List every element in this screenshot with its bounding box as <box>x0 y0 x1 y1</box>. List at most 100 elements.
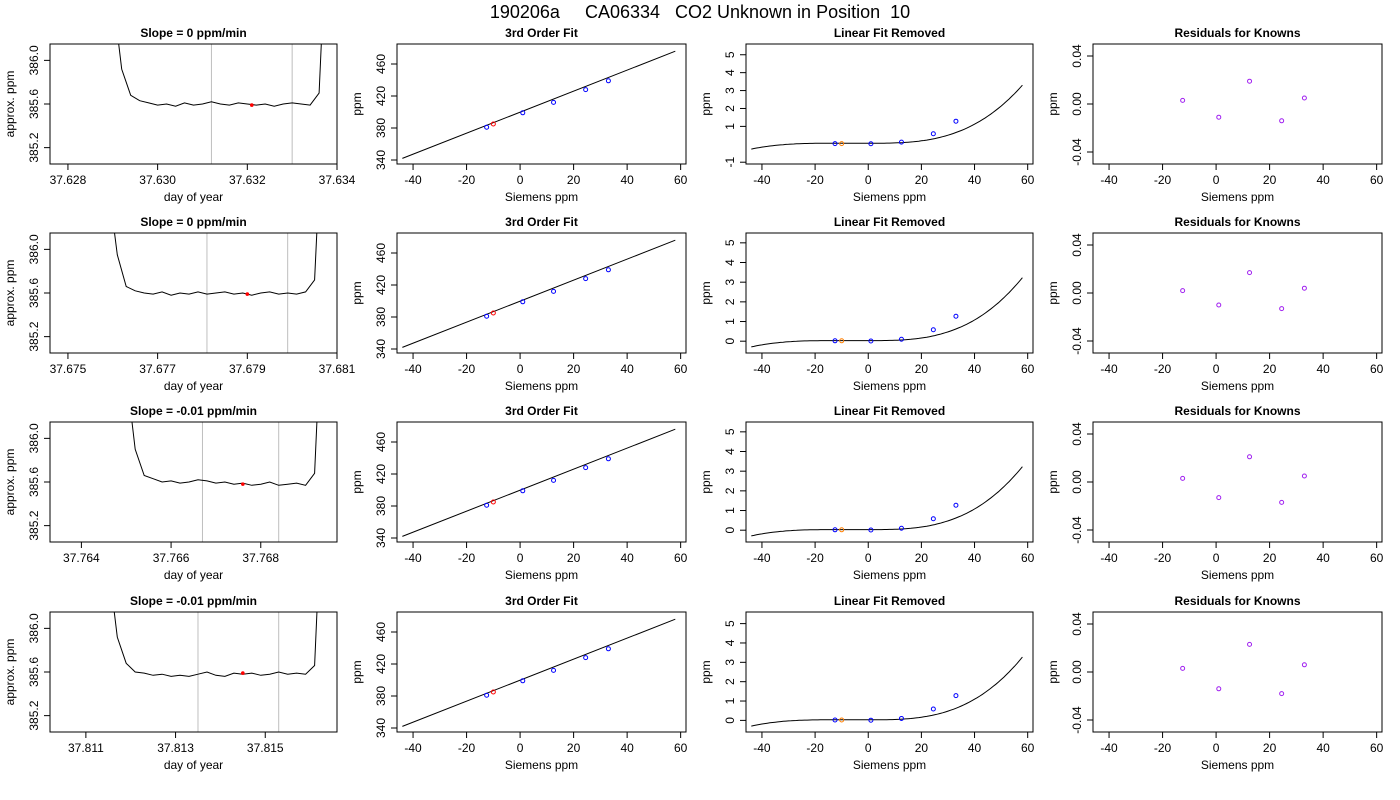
plot-frame <box>396 232 687 354</box>
y-tick-label: 4 <box>723 639 737 646</box>
y-tick-label: 3 <box>723 468 737 475</box>
unknown-point <box>490 499 496 505</box>
x-tick-label: 37.679 <box>229 362 266 376</box>
unknown-point <box>490 121 496 127</box>
y-tick-label: 386.0 <box>27 45 41 75</box>
plot-frame <box>49 232 338 354</box>
x-axis-label: Siemens ppm <box>853 758 926 772</box>
known-point <box>832 338 838 344</box>
x-tick-label: 0 <box>517 741 524 755</box>
x-tick-label: 37.675 <box>50 362 87 376</box>
series-line <box>118 44 322 107</box>
y-tick-label: 3 <box>723 279 737 286</box>
x-tick-label: 37.764 <box>63 551 100 565</box>
panel-time-series-row-3: Slope = -0.01 ppm/min day of year approx. … <box>3 404 338 582</box>
known-point <box>868 717 874 723</box>
residual-point <box>1247 270 1253 276</box>
unknown-point <box>490 310 496 316</box>
x-axis-label: Siemens ppm <box>1201 758 1274 772</box>
known-point <box>868 141 874 147</box>
known-point <box>605 78 611 84</box>
plot-area <box>751 466 1023 537</box>
x-tick-label: 37.681 <box>319 362 356 376</box>
residual-point <box>1301 285 1307 291</box>
y-tick-label: 460 <box>374 432 388 452</box>
plot-area <box>1180 78 1307 124</box>
x-tick-label: -40 <box>753 551 771 565</box>
x-tick-label: 0 <box>865 741 872 755</box>
x-tick-label: 20 <box>1263 551 1277 565</box>
series-line <box>114 233 318 296</box>
plot-area <box>118 44 322 164</box>
known-point <box>583 465 589 471</box>
fit-line <box>402 50 676 159</box>
x-tick-label: 0 <box>865 173 872 187</box>
known-point <box>551 99 557 105</box>
y-tick-label: 340 <box>374 150 388 170</box>
y-axis-label: approx. ppm <box>3 71 17 138</box>
plot-frame <box>1092 43 1383 165</box>
x-axis-label: Siemens ppm <box>1201 379 1274 393</box>
known-point <box>484 692 490 698</box>
cubic-curve <box>751 656 1023 727</box>
residual-point <box>1279 499 1285 505</box>
y-tick-label: 420 <box>374 654 388 674</box>
x-tick-label: 40 <box>968 551 982 565</box>
panel-linear-removed-row-1: Linear Fit Removed Siemens ppm ppm -40 -20 0 2… <box>699 26 1035 204</box>
residual-point <box>1301 662 1307 668</box>
fit-line <box>402 428 676 537</box>
x-tick-label: 60 <box>1021 362 1035 376</box>
unknown-average-point <box>241 482 245 486</box>
known-point <box>898 525 904 531</box>
plot-area <box>1180 641 1307 697</box>
panel-title: 3rd Order Fit <box>505 26 578 40</box>
cubic-curve <box>751 277 1023 348</box>
y-tick-label: 340 <box>374 339 388 359</box>
y-axis-label: ppm <box>699 92 713 115</box>
series-line <box>113 612 318 677</box>
x-tick-label: 40 <box>968 362 982 376</box>
plot-frame <box>745 43 1034 165</box>
known-point <box>484 124 490 130</box>
known-point <box>551 477 557 483</box>
x-tick-label: 40 <box>1316 173 1330 187</box>
x-tick-label: 20 <box>567 173 581 187</box>
known-point <box>898 336 904 342</box>
panel-title: Slope = 0 ppm/min <box>140 26 246 40</box>
x-tick-label: -40 <box>1100 362 1118 376</box>
y-tick-label: 1 <box>723 697 737 704</box>
x-tick-label: -20 <box>458 173 476 187</box>
known-point <box>520 678 526 684</box>
plot-frame <box>1092 232 1383 354</box>
panel-title: Linear Fit Removed <box>834 215 945 229</box>
unknown-average-point <box>249 103 254 107</box>
y-tick-label: 385.2 <box>27 510 41 540</box>
plot-area <box>402 50 676 159</box>
y-tick-label: -0.04 <box>1070 706 1084 734</box>
known-point <box>520 488 526 494</box>
x-tick-label: -40 <box>753 741 771 755</box>
x-axis-label: Siemens ppm <box>1201 190 1274 204</box>
y-tick-label: 3 <box>723 659 737 666</box>
x-tick-label: 0 <box>865 362 872 376</box>
known-point <box>930 516 936 522</box>
y-tick-label: 386.0 <box>27 423 41 453</box>
panel-title: 3rd Order Fit <box>505 215 578 229</box>
x-tick-label: 60 <box>1021 741 1035 755</box>
y-axis-label: ppm <box>1046 470 1060 493</box>
x-tick-label: -20 <box>458 551 476 565</box>
panel-title: Residuals for Knowns <box>1174 404 1300 418</box>
y-tick-label: 0.04 <box>1070 44 1084 68</box>
x-tick-label: 60 <box>1370 173 1384 187</box>
unknown-point <box>839 717 845 723</box>
panel-fit-row-4: 3rd Order Fit Siemens ppm ppm -40 -20 0 20 40 60… <box>350 594 688 772</box>
x-tick-label: 60 <box>674 362 688 376</box>
x-axis-label: Siemens ppm <box>505 379 578 393</box>
known-point <box>484 502 490 508</box>
x-tick-label: -40 <box>404 551 422 565</box>
residual-point <box>1247 454 1253 460</box>
y-tick-label: 385.6 <box>27 278 41 308</box>
y-axis-label: approx. ppm <box>3 449 17 516</box>
plot-area <box>751 277 1023 348</box>
residual-point <box>1216 302 1222 308</box>
